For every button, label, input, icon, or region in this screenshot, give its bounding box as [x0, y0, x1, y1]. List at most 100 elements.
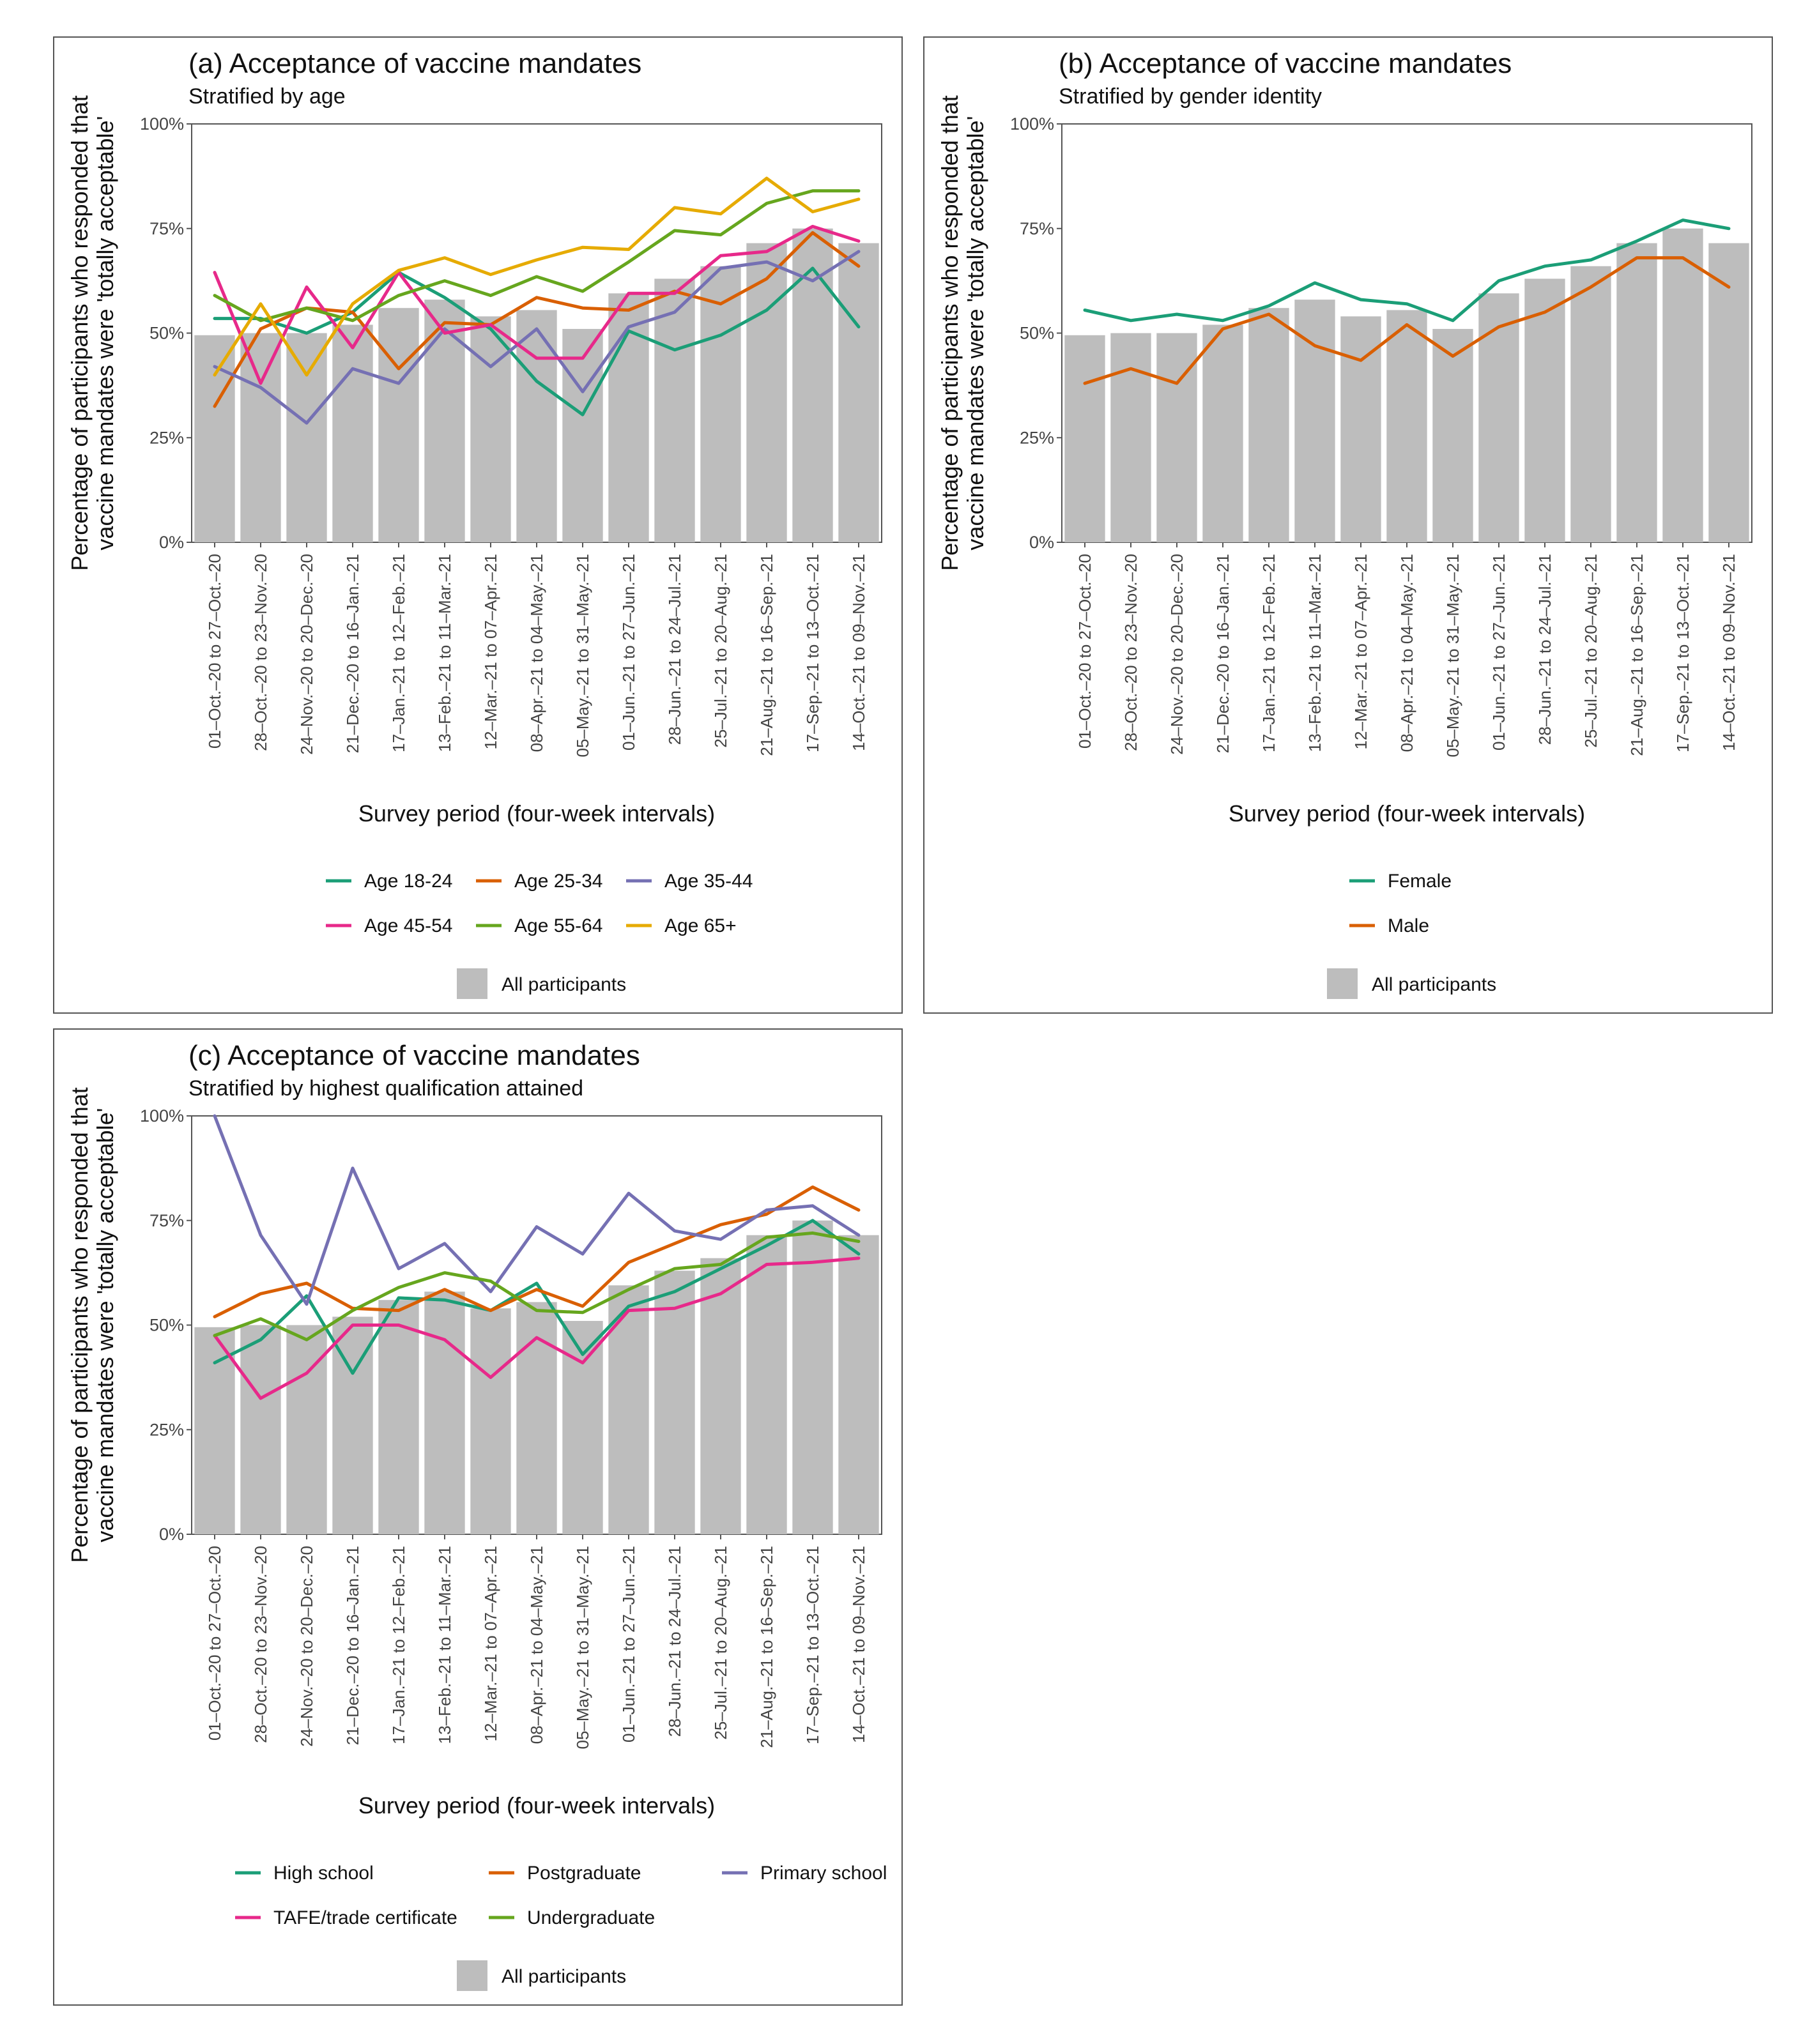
series-line-postgraduate: [213, 1185, 861, 1318]
x-tick-label: 17–Sep.–21 to 13–Oct.–21: [803, 1546, 822, 1744]
x-tick-label: 21–Dec.–20 to 16–Jan.–21: [343, 1546, 362, 1745]
chart-title: (b) Acceptance of vaccine mandates: [1059, 48, 1512, 79]
series-line-male: [1083, 256, 1731, 385]
legend-key-bar: [457, 1960, 487, 1991]
legend-label-bar: All participants: [502, 974, 626, 995]
legend-label: Age 25-34: [514, 871, 602, 892]
legend-key-bar: [1327, 968, 1358, 999]
bar-all-participants: [1708, 243, 1749, 542]
bar-all-participants: [286, 333, 327, 542]
y-tick-label: 0%: [1029, 533, 1054, 552]
x-tick-label: 21–Dec.–20 to 16–Jan.–21: [1213, 554, 1232, 753]
y-tick-label: 100%: [140, 1106, 184, 1125]
bar-all-participants: [240, 333, 281, 542]
bar-all-participants: [746, 1235, 787, 1534]
x-tick-label: 05–May.–21 to 31–May.–21: [573, 554, 592, 757]
x-tick-label: 13–Feb.–21 to 11–Mar.–21: [435, 554, 454, 752]
y-axis-label: Percentage of participants who responded…: [66, 95, 93, 571]
chart-title: (c) Acceptance of vaccine mandates: [188, 1040, 640, 1071]
x-tick-label: 05–May.–21 to 31–May.–21: [1443, 554, 1462, 757]
x-axis-label: Survey period (four-week intervals): [358, 1792, 715, 1819]
series-line-tafe-trade-certificate: [213, 1256, 861, 1400]
bar-all-participants: [562, 328, 603, 542]
y-tick-label: 50%: [150, 324, 184, 343]
series-line-high-school: [213, 1219, 861, 1375]
y-tick-label: 50%: [150, 1316, 184, 1335]
x-tick-label: 17–Jan.–21 to 12–Feb.–21: [389, 554, 408, 752]
y-tick-label: 50%: [1020, 324, 1054, 343]
series-line-age-65-: [213, 176, 861, 377]
y-axis-label: vaccine mandates were 'totally acceptabl…: [962, 116, 988, 550]
x-tick-label: 05–May.–21 to 31–May.–21: [573, 1546, 592, 1749]
bar-all-participants: [1478, 293, 1519, 542]
x-tick-label: 01–Jun.–21 to 27–Jun.–21: [1489, 554, 1508, 751]
x-tick-label: 08–Apr.–21 to 04–May.–21: [527, 554, 546, 752]
bar-all-participants: [516, 1302, 557, 1534]
bar-all-participants: [1570, 266, 1611, 542]
y-tick-label: 75%: [150, 219, 184, 238]
y-axis-label: Percentage of participants who responded…: [937, 95, 963, 571]
bar-all-participants: [1524, 278, 1565, 542]
series-line-age-35-44: [213, 250, 861, 425]
bar-all-participants: [838, 1235, 879, 1534]
legend-label: TAFE/trade certificate: [273, 1907, 457, 1928]
x-axis-label: Survey period (four-week intervals): [1229, 800, 1585, 827]
legend-key-bar: [457, 968, 487, 999]
y-tick-label: 0%: [159, 533, 184, 552]
bar-all-participants: [1616, 243, 1657, 542]
bar-all-participants: [378, 1300, 419, 1534]
bar-all-participants: [1340, 316, 1381, 542]
bar-all-participants: [1248, 308, 1289, 542]
legend-label: Age 65+: [664, 915, 737, 936]
bar-all-participants: [838, 243, 879, 542]
bar-all-participants: [470, 1308, 511, 1534]
y-tick-label: 25%: [150, 1420, 184, 1439]
x-tick-label: 28–Jun.–21 to 24–Jul.–21: [1535, 554, 1554, 745]
x-tick-label: 24–Nov.–20 to 20–Dec.–20: [1167, 554, 1186, 755]
x-tick-label: 17–Sep.–21 to 13–Oct.–21: [1673, 554, 1692, 752]
y-tick-label: 25%: [150, 428, 184, 447]
x-tick-label: 13–Feb.–21 to 11–Mar.–21: [1305, 554, 1324, 752]
x-tick-label: 01–Jun.–21 to 27–Jun.–21: [619, 554, 638, 751]
chart-c: (c) Acceptance of vaccine mandates Strati…: [66, 1040, 887, 1991]
x-tick-label: 21–Aug.–21 to 16–Sep.–21: [757, 554, 776, 756]
y-tick-label: 100%: [1010, 114, 1054, 133]
x-tick-label: 12–Mar.–21 to 07–Apr.–21: [1351, 554, 1370, 749]
series-line-age-18-24: [213, 266, 861, 416]
bar-all-participants: [1294, 300, 1335, 542]
bar-all-participants: [1432, 328, 1473, 542]
x-tick-label: 14–Oct.–21 to 09–Nov.–21: [849, 1546, 868, 1743]
legend-label: Primary school: [760, 1863, 887, 1884]
bar-all-participants: [470, 316, 511, 542]
x-tick-label: 01–Oct.–20 to 27–Oct.–20: [205, 1546, 224, 1741]
bar-all-participants: [1202, 324, 1243, 542]
bar-all-participants: [1662, 228, 1703, 542]
y-tick-label: 75%: [150, 1211, 184, 1230]
legend-label-bar: All participants: [1372, 974, 1496, 995]
x-tick-label: 21–Dec.–20 to 16–Jan.–21: [343, 554, 362, 753]
chart-title: (a) Acceptance of vaccine mandates: [188, 48, 641, 79]
chart-subtitle: Stratified by age: [188, 84, 346, 109]
x-tick-label: 08–Apr.–21 to 04–May.–21: [1397, 554, 1416, 752]
series-line-age-45-54: [213, 225, 861, 385]
panel-b-gender: (b) Acceptance of vaccine mandates Strati…: [923, 36, 1773, 1014]
x-tick-label: 12–Mar.–21 to 07–Apr.–21: [481, 554, 500, 749]
y-tick-label: 75%: [1020, 219, 1054, 238]
panel-a-age: (a) Acceptance of vaccine mandates Strati…: [53, 36, 903, 1014]
bar-all-participants: [516, 310, 557, 542]
x-tick-label: 28–Oct.–20 to 23–Nov.–20: [1121, 554, 1140, 751]
bar-all-participants: [378, 308, 419, 542]
chart-subtitle: Stratified by gender identity: [1059, 84, 1322, 109]
legend-label: Postgraduate: [527, 1863, 641, 1884]
bar-all-participants: [194, 335, 235, 542]
y-axis-label: vaccine mandates were 'totally acceptabl…: [92, 116, 118, 550]
legend-label: Age 45-54: [364, 915, 452, 936]
bar-all-participants: [1110, 333, 1151, 542]
series-line-female: [1083, 218, 1731, 323]
x-tick-label: 21–Aug.–21 to 16–Sep.–21: [1627, 554, 1646, 756]
bar-all-participants: [1386, 310, 1427, 542]
x-tick-label: 14–Oct.–21 to 09–Nov.–21: [849, 554, 868, 751]
x-tick-label: 17–Jan.–21 to 12–Feb.–21: [389, 1546, 408, 1744]
bar-all-participants: [194, 1327, 235, 1534]
y-tick-label: 100%: [140, 114, 184, 133]
